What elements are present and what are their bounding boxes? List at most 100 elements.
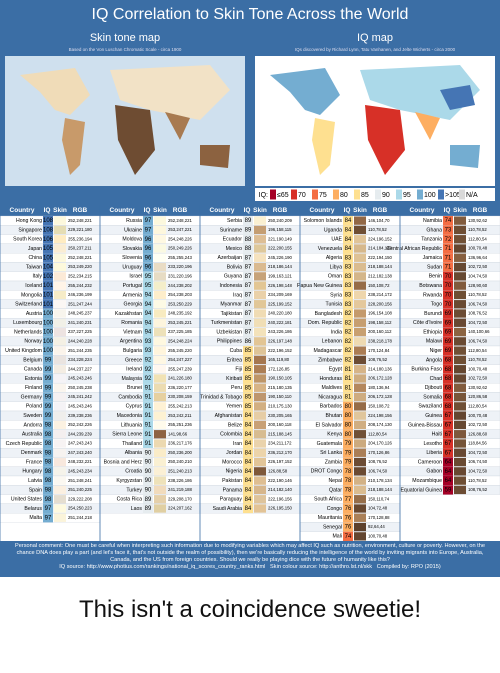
skin-swatch (54, 467, 66, 476)
column-header: RGB (73, 207, 88, 214)
iq-cell (443, 411, 453, 421)
rgb: 108,76,52 (368, 357, 388, 362)
skin-swatch (454, 216, 466, 225)
skin-swatch (54, 309, 66, 318)
iq: 100 (43, 311, 54, 317)
skin-swatch (354, 467, 366, 476)
iq: 68 (445, 376, 452, 382)
country: Macedonia (117, 413, 142, 419)
country: Bosnia and Herz (104, 459, 143, 465)
rgb: 236,212,170 (268, 450, 293, 455)
iq-cell (143, 476, 153, 486)
iq-cell (143, 466, 153, 476)
iq-cell (343, 234, 353, 244)
iq-cell (43, 364, 53, 374)
skin-swatch (54, 420, 66, 430)
country: Kyrgyzstan (116, 478, 142, 484)
iq-cell (43, 411, 53, 421)
skin-swatch (454, 476, 466, 485)
rgb: 204,170,126 (368, 441, 393, 446)
country: Guyana (224, 274, 242, 280)
iq: 83 (345, 265, 352, 271)
rgb: 240,222,181 (268, 320, 293, 325)
skin-swatch (54, 272, 66, 281)
country: United Kingdom (5, 348, 42, 354)
iq: 97 (45, 515, 52, 521)
skin-swatch (354, 318, 366, 327)
skin-source: Skin colour source: http://anthro.lst.nl… (270, 564, 373, 570)
iq: 85 (245, 404, 252, 410)
iq: 78 (345, 469, 352, 475)
iq-cell (443, 243, 453, 254)
rgb: 254,248,224 (168, 338, 193, 343)
country: Zambia (325, 459, 342, 465)
iq-cell (143, 448, 153, 458)
country: Serbia (227, 218, 242, 224)
rgb: 237,227,225 (68, 329, 93, 334)
rgb: 206,172,128 (368, 376, 393, 381)
iq: 94 (145, 330, 152, 336)
skin-swatch (254, 225, 266, 235)
rgb: 233,220,196 (168, 264, 193, 269)
country: Romania (121, 320, 142, 326)
country: Somalia (423, 394, 442, 400)
iq: 77 (345, 497, 352, 503)
country: Malta (29, 515, 42, 521)
iq-cell (243, 234, 253, 244)
iq-cell (443, 225, 453, 235)
rgb: 244,240,228 (68, 338, 93, 343)
iq-cell (243, 411, 253, 421)
rgb: 165,119,80 (268, 357, 290, 362)
iq-cell (243, 476, 253, 486)
rgb: 238,214,172 (368, 292, 393, 297)
rgb: 221,190,149 (268, 236, 293, 241)
iq: 87 (245, 255, 252, 261)
skin-swatch (254, 235, 266, 244)
iq: 94 (145, 320, 152, 326)
iq: 91 (145, 423, 152, 429)
iq-cell (443, 364, 453, 374)
country: Mexico (226, 246, 243, 252)
skin-swatch (454, 402, 466, 411)
country: Sweden (23, 413, 42, 419)
iq-cell (343, 513, 353, 523)
skin-swatch (54, 411, 66, 420)
rgb: 102,72,50 (468, 264, 488, 269)
rgb: 112,80,54 (468, 236, 487, 241)
iq: 98 (45, 423, 52, 429)
iq-cell (43, 346, 53, 356)
skin-swatch (54, 430, 66, 439)
country: Maldives (322, 385, 343, 391)
footer: Personal comment: One must be careful wh… (0, 541, 500, 577)
iq: 68 (445, 367, 452, 373)
country: Paraguay (220, 497, 243, 503)
rgb: 200,160,112 (368, 329, 392, 334)
iq-cell (43, 448, 53, 458)
rgb: 240,220,180 (268, 311, 293, 316)
skin-swatch (454, 262, 466, 272)
iq-cell (443, 373, 453, 384)
country: Mongolia (21, 292, 42, 298)
rgb: 222,196,152 (268, 348, 293, 353)
country: Nepal (328, 478, 342, 484)
iq: 69 (445, 311, 452, 317)
iq: 105 (43, 255, 54, 261)
iq: 83 (345, 274, 352, 280)
skin-swatch (54, 374, 66, 383)
skin-swatch (454, 411, 466, 420)
country: Bolivia (227, 264, 242, 270)
rgb: 110,78,52 (368, 227, 387, 232)
iq-cell (43, 327, 53, 337)
legend-swatch (333, 189, 339, 200)
iq: 87 (245, 274, 252, 280)
country: Angola (426, 357, 442, 363)
country: Israel (129, 274, 142, 280)
rgb: 218,188,144 (368, 264, 393, 269)
iq-cell (443, 401, 453, 411)
skin-swatch (154, 420, 166, 430)
iq: 98 (45, 488, 52, 494)
iq-cell (43, 401, 53, 411)
rgb: 222,200,155 (268, 246, 293, 251)
iq-cell (143, 281, 153, 291)
skin-swatch (454, 253, 466, 262)
